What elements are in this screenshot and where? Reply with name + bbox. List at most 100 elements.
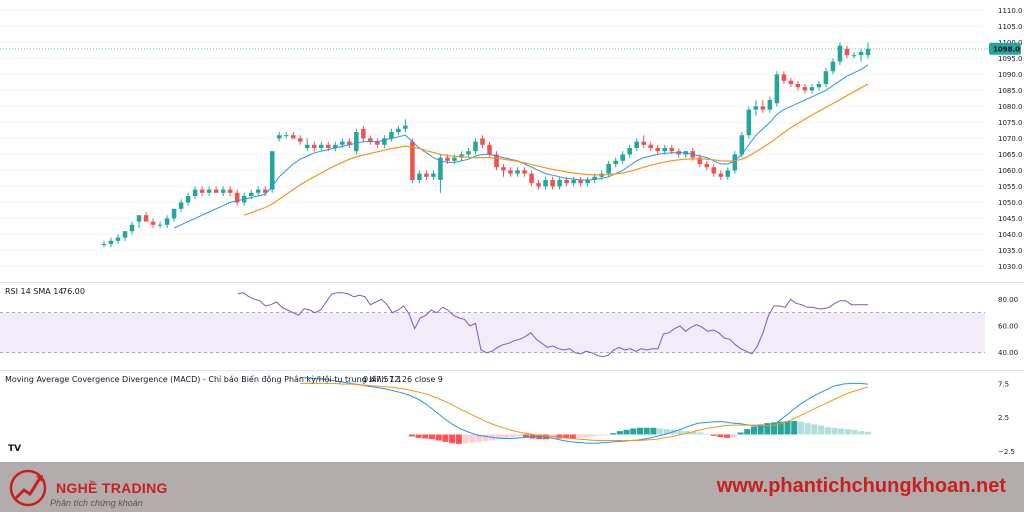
chart-background [0,0,1024,462]
price-grid [0,9,985,267]
candle-body [213,189,219,193]
candle-body [830,61,836,72]
candle-body [311,144,317,148]
macd-histogram-bar [435,434,442,441]
macd-histogram-bar [569,434,576,439]
macd-histogram-bar [482,434,489,442]
candle-body [655,148,661,152]
macd-histogram-bar [757,424,764,435]
candle-body [199,189,205,193]
macd-histogram-bar [844,429,851,435]
candle-body [164,218,170,225]
candle-body [753,106,759,110]
price-tick-label: 1090.0 [998,71,1023,79]
macd-histogram-bar [623,429,630,435]
macd-histogram-bar [697,432,704,435]
candle-body [269,151,275,190]
macd-histogram-bar [442,434,449,442]
candle-body [375,141,380,145]
macd-histogram-bar [449,434,456,444]
macd-histogram-bar [771,422,778,435]
macd-histogram-bar [630,428,637,435]
candle-body [620,154,625,161]
price-tick-label: 1040.0 [998,231,1023,239]
candle-body [711,167,717,174]
candle-body [396,128,401,132]
candle-body [452,157,457,161]
macd-histogram-bar [610,433,617,435]
candle-body [501,167,506,171]
macd-panel[interactable]: 7.5 2.5 −2.5 Moving Average Covergence Div… [0,370,1024,456]
rsi-tick-label: 40.00 [998,349,1018,357]
macd-histogram-bar [415,434,422,438]
price-tick-label: 1110.0 [998,7,1023,15]
last-price-box [989,42,1021,55]
svg-text:TV: TV [8,444,21,454]
rsi-band [0,312,985,353]
candle-body [438,157,443,180]
macd-histogram-bar [791,421,798,435]
macd-tick-label: 7.5 [998,381,1009,389]
candle-body [283,135,289,137]
price-tick-label: 1065.0 [998,151,1023,159]
candle-body [185,196,191,203]
candle-body [788,80,794,84]
price-tick-label: 1035.0 [998,247,1023,255]
macd-histogram-bar [636,427,643,435]
candle-body [795,84,801,88]
candle-body [480,138,485,145]
macd-histogram-bar [650,427,657,435]
candle-body [858,52,864,56]
rsi-panel[interactable]: 80.00 60.00 40.00 RSI 14 SMA 14 76.00 [0,282,1024,358]
candle-body [206,189,212,193]
candle-body [802,87,808,91]
candle-body [297,138,303,142]
candle-body [101,244,107,245]
macd-signal-line [300,382,869,441]
macd-histogram-bar [677,430,684,435]
candle-body [718,173,724,177]
candle-body [823,71,829,84]
macd-histogram-bar [804,423,811,435]
macd-histogram-bar [811,424,818,435]
price-tick-label: 1060.0 [998,167,1023,175]
candle-body [354,132,359,152]
candle-body [494,154,499,168]
trading-chart[interactable]: 1110.01105.01100.01095.01090.01085.01080… [0,0,1024,462]
price-panel[interactable]: 1110.01105.01100.01095.01090.01085.01080… [0,7,1023,271]
macd-histogram-bar [744,429,751,435]
macd-histogram-bar [509,434,516,438]
macd-histogram-bar [818,425,825,435]
macd-histogram-bar [663,429,670,435]
candle-body [851,55,857,57]
macd-tick-label: 2.5 [998,414,1009,422]
candle-body [536,183,541,187]
candle-body [641,141,646,145]
macd-histogram-bar [475,434,482,442]
candle-body [255,189,261,193]
candle-body [760,106,766,110]
price-tick-label: 1080.0 [998,103,1023,111]
macd-histogram-bar [408,434,415,437]
candle-body [774,74,780,104]
candle-body [417,173,422,180]
rsi-axis: 80.00 60.00 40.00 [998,296,1018,357]
macd-histogram-bar [469,434,476,443]
candle-body [571,180,576,184]
macd-histogram-bar [764,423,771,435]
macd-tick-label: −2.5 [998,448,1015,456]
rsi-line [237,292,868,358]
candle-body [424,173,429,177]
price-tick-label: 1055.0 [998,183,1023,191]
website-link[interactable]: www.phantichchungkhoan.net [716,475,1006,497]
price-tick-label: 1075.0 [998,119,1023,127]
candle-body [837,45,843,62]
candle-body [108,240,114,244]
candle-body [157,224,163,226]
macd-histogram-bar [583,434,590,438]
macd-histogram-bar [643,427,650,435]
candle-body [550,180,555,187]
macd-histogram-bar [858,431,865,435]
candle-body [382,138,387,145]
macd-histogram-bar [496,434,503,440]
